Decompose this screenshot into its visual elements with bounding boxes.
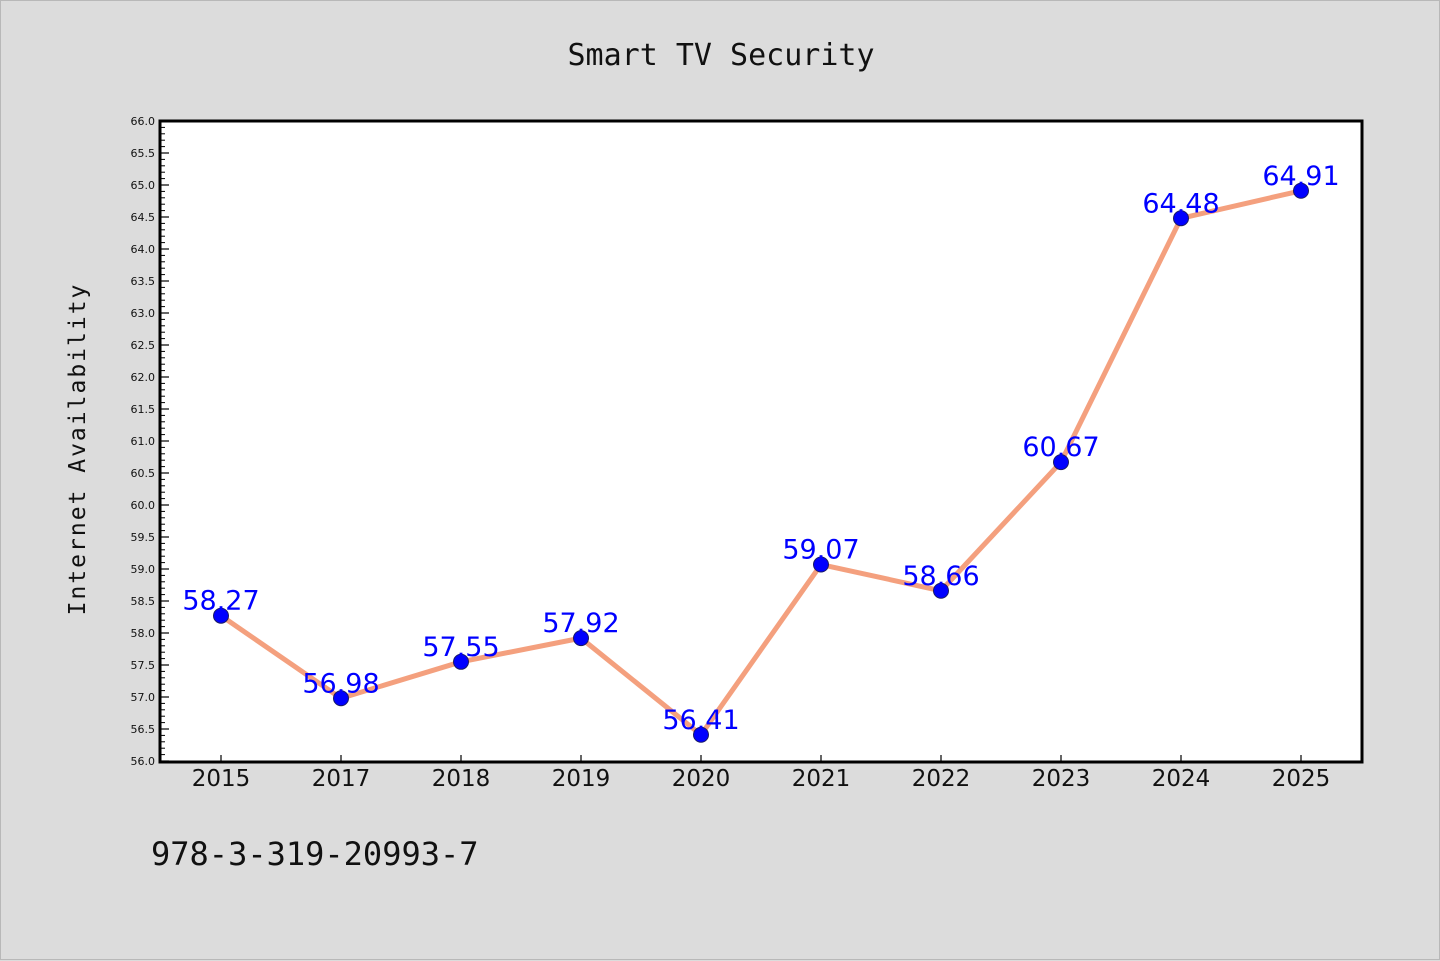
x-tick-label: 2018 xyxy=(432,766,491,792)
y-tick-label: 64.0 xyxy=(131,243,156,256)
y-tick-label: 60.0 xyxy=(131,499,156,512)
y-tick-label: 64.5 xyxy=(131,211,156,224)
data-label: 58.27 xyxy=(182,586,259,617)
data-label: 64.91 xyxy=(1262,161,1339,192)
y-tick-label: 62.5 xyxy=(131,339,156,352)
y-tick-label: 63.5 xyxy=(131,275,156,288)
data-label: 56.41 xyxy=(662,705,739,736)
y-tick-label: 66.0 xyxy=(131,115,156,128)
data-point xyxy=(1173,210,1189,227)
y-tick-label: 59.5 xyxy=(131,531,156,544)
data-point xyxy=(333,690,349,707)
y-tick-label: 60.5 xyxy=(131,467,156,480)
data-point xyxy=(1053,454,1069,471)
y-tick-label: 56.5 xyxy=(131,723,156,736)
x-tick-label: 2017 xyxy=(312,766,371,792)
y-axis: 56.0 56.5 57.0 57.5 58.0 58.5 59.0 59.5 60.0 60.5… xyxy=(131,115,169,768)
x-tick-label: 2021 xyxy=(792,766,851,792)
y-tick-label: 58.0 xyxy=(131,627,156,640)
y-tick-label: 58.5 xyxy=(131,595,156,608)
y-tick-label: 61.0 xyxy=(131,435,156,448)
x-tick-label: 2019 xyxy=(552,766,611,792)
y-tick-label: 65.5 xyxy=(131,147,156,160)
data-markers xyxy=(213,182,1309,743)
data-label: 57.92 xyxy=(542,608,619,639)
x-axis: 2015 2017 2018 2019 2020 2021 2022 2023 2024 2025 xyxy=(192,755,1331,792)
data-point xyxy=(573,630,589,647)
data-label: 59.07 xyxy=(782,535,859,566)
x-tick-label: 2023 xyxy=(1032,766,1091,792)
data-point xyxy=(813,556,829,573)
data-point xyxy=(693,726,709,743)
data-label: 60.67 xyxy=(1022,432,1099,463)
data-label: 56.98 xyxy=(302,668,379,699)
y-tick-label: 56.0 xyxy=(131,755,156,768)
data-label: 58.66 xyxy=(902,561,979,592)
data-point xyxy=(1293,182,1309,199)
x-tick-label: 2024 xyxy=(1152,766,1211,792)
y-tick-label: 63.0 xyxy=(131,307,156,320)
y-tick-label: 62.0 xyxy=(131,371,156,384)
x-tick-label: 2022 xyxy=(912,766,971,792)
y-tick-label: 57.0 xyxy=(131,691,156,704)
data-point xyxy=(213,607,229,624)
data-point xyxy=(933,582,949,599)
series-line xyxy=(218,188,1304,738)
y-axis-label: Internet Availability xyxy=(65,283,91,616)
x-tick-label: 2015 xyxy=(192,766,251,792)
data-label: 64.48 xyxy=(1142,188,1219,219)
plot-border xyxy=(158,119,1364,764)
footer-isbn: 978-3-319-20993-7 xyxy=(151,835,479,873)
chart-title: Smart TV Security xyxy=(567,38,874,73)
y-tick-label: 65.0 xyxy=(131,179,156,192)
y-tick-label: 61.5 xyxy=(131,403,156,416)
data-point xyxy=(453,653,469,670)
y-tick-label: 59.0 xyxy=(131,563,156,576)
data-labels: 58.27 56.98 57.55 57.92 56.41 59.07 58.66 60.67… xyxy=(182,161,1339,736)
x-tick-label: 2025 xyxy=(1272,766,1331,792)
x-tick-label: 2020 xyxy=(672,766,731,792)
y-tick-label: 57.5 xyxy=(131,659,156,672)
plot-background xyxy=(160,121,1362,762)
data-label: 57.55 xyxy=(422,632,499,663)
